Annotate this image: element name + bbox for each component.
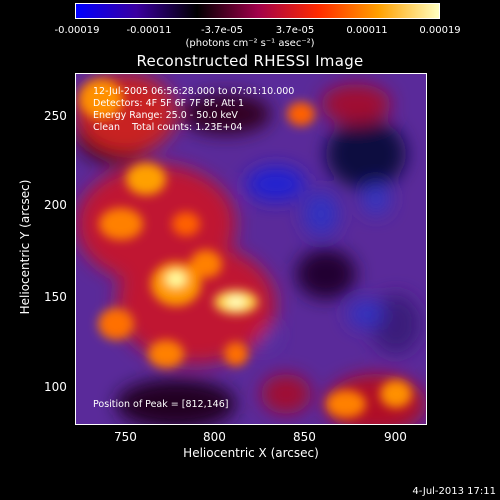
x-tick-label: 800	[203, 430, 226, 444]
x-tick-label: 900	[384, 430, 407, 444]
x-axis-label: Heliocentric X (arcsec)	[183, 446, 319, 460]
timestamp: 4-Jul-2013 17:11	[412, 486, 496, 497]
y-axis-label: Heliocentric Y (arcsec)	[18, 179, 32, 315]
y-tick-label: 200	[44, 198, 67, 212]
colorbar-tick: 3.7e-05	[275, 25, 315, 36]
y-tick-label: 250	[44, 109, 67, 123]
colorbar-tick: 0.00019	[419, 25, 461, 36]
colorbar-unit-label: (photons cm⁻² s⁻¹ asec⁻²)	[185, 38, 315, 49]
plot-title: Reconstructed RHESSI Image	[136, 52, 364, 70]
colorbar-tick: -3.7e-05	[201, 25, 243, 36]
annotation-detectors: Detectors: 4F 5F 6F 7F 8F, Att 1	[93, 98, 245, 109]
colorbar-tick: -0.00011	[126, 25, 172, 36]
y-tick-label: 100	[44, 380, 67, 394]
colorbar-tick: -0.00019	[54, 25, 100, 36]
annotation-peak-position: Position of Peak = [812,146]	[93, 399, 229, 410]
colorbar	[75, 3, 440, 19]
annotation-energy-range: Energy Range: 25.0 - 50.0 keV	[93, 110, 238, 121]
image-plot	[75, 73, 427, 425]
y-tick-label: 150	[44, 290, 67, 304]
colorbar-tick: 0.00011	[346, 25, 388, 36]
annotation-clean-counts: Clean Total counts: 1.23E+04	[93, 122, 243, 133]
annotation-time-range: 12-Jul-2005 06:56:28.000 to 07:01:10.000	[93, 86, 295, 97]
rhessi-image	[76, 74, 426, 424]
x-tick-label: 750	[114, 430, 137, 444]
x-tick-label: 850	[293, 430, 316, 444]
